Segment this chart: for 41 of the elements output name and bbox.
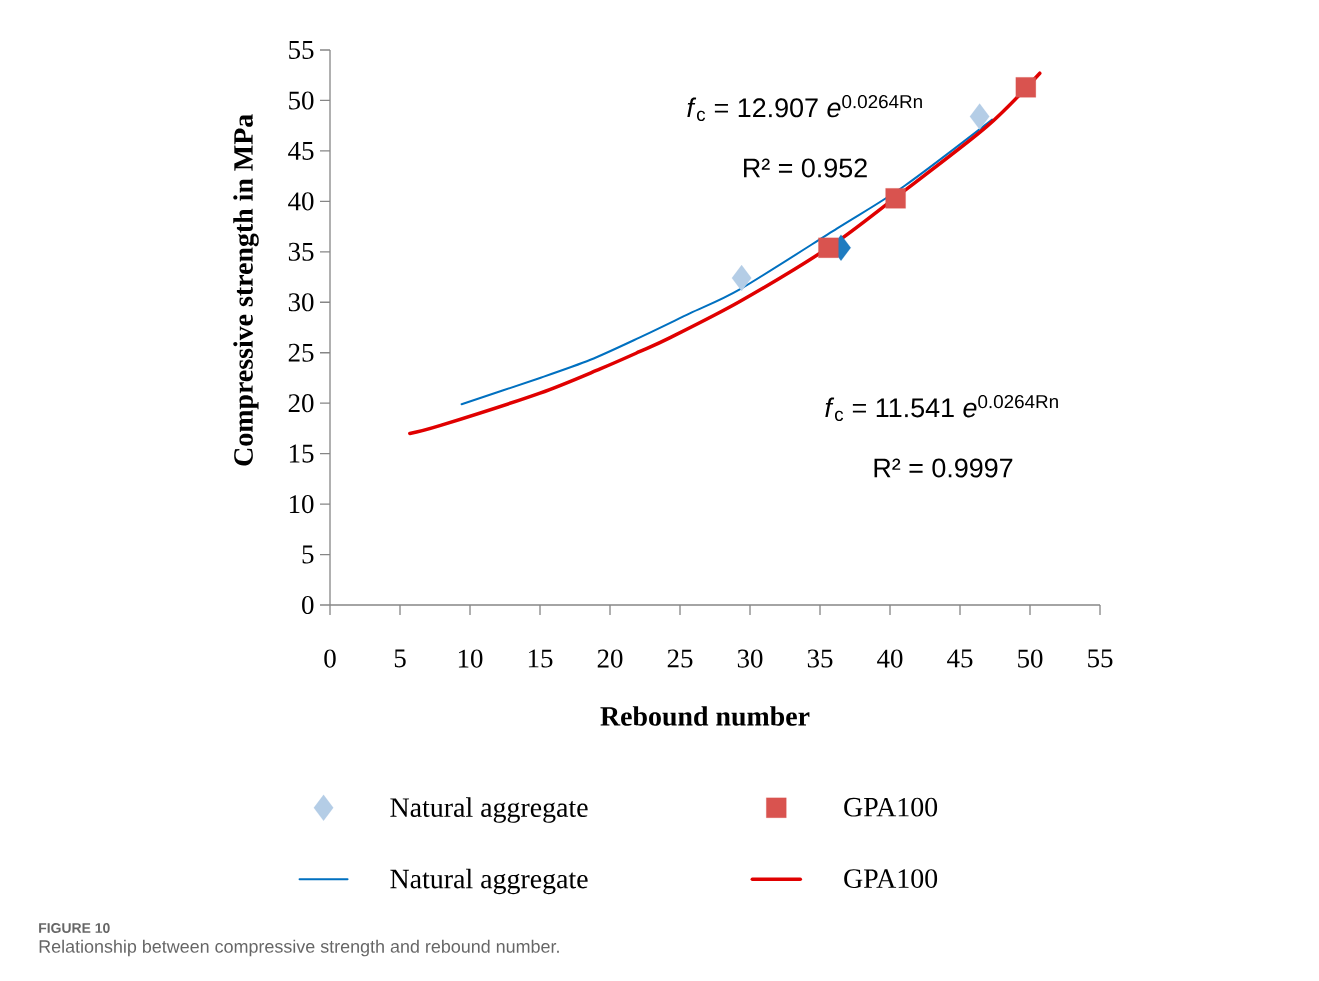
x-tick-label: 10 bbox=[458, 649, 483, 668]
text: Relationship between compressive strength and rebound number. bbox=[39, 939, 559, 957]
point bbox=[731, 264, 752, 292]
y-tick-label: 30 bbox=[288, 293, 314, 312]
annotation: f$_{c}$ = 11.541 e$^{0.0264Rn}$ bbox=[825, 394, 1058, 422]
y-tick-label: 5 bbox=[302, 545, 314, 564]
x-tick-label: 50 bbox=[1018, 649, 1043, 668]
point bbox=[969, 103, 990, 130]
x-tick-label: 55 bbox=[1088, 649, 1113, 668]
point bbox=[1015, 77, 1036, 98]
x-tick-label: 5 bbox=[394, 649, 406, 668]
y-tick-label: 45 bbox=[288, 141, 314, 160]
x-tick-label: 20 bbox=[597, 649, 623, 668]
x-tick-label: 25 bbox=[667, 649, 693, 668]
point bbox=[885, 188, 906, 209]
annotation: R² = 0.952 bbox=[744, 158, 867, 178]
x-tick-label: 40 bbox=[877, 649, 903, 668]
caption: FIGURE 10 bbox=[39, 923, 110, 933]
point bbox=[818, 237, 839, 258]
y-tick-label: 25 bbox=[288, 343, 314, 362]
y-tick-label: 35 bbox=[288, 242, 314, 261]
y-tick-label: 55 bbox=[289, 41, 314, 59]
y-tick-label: 40 bbox=[288, 192, 314, 211]
legend-label: GPA100 bbox=[844, 797, 938, 817]
legend-label: Natural aggregate bbox=[390, 797, 588, 823]
x-axis-title: Rebound number bbox=[600, 706, 810, 726]
x-tick-label: 15 bbox=[528, 649, 553, 668]
x-tick-label: 45 bbox=[947, 649, 973, 668]
y-tick-label: 50 bbox=[289, 91, 314, 110]
annotation: R² = 0.9997 bbox=[874, 458, 1013, 478]
y-axis-title: Compressive strength in MPa bbox=[233, 114, 259, 466]
x-tick-label: 30 bbox=[737, 649, 763, 668]
legend-label: GPA100 bbox=[844, 869, 938, 888]
annotation: f$_{c}$ = 12.907 e$^{0.0264Rn}$ bbox=[687, 94, 922, 122]
legend-label: Natural aggregate bbox=[390, 868, 588, 895]
y-tick-label: 10 bbox=[289, 495, 314, 514]
y-tick-label: 15 bbox=[289, 444, 314, 463]
x-tick-label: 35 bbox=[807, 649, 833, 668]
y-tick-label: 20 bbox=[288, 394, 314, 413]
x-tick-label: 0 bbox=[324, 649, 336, 668]
y-tick-label: 0 bbox=[302, 595, 314, 615]
